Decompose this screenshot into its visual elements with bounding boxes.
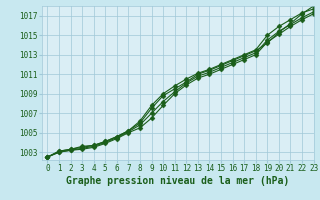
X-axis label: Graphe pression niveau de la mer (hPa): Graphe pression niveau de la mer (hPa) [66, 176, 289, 186]
